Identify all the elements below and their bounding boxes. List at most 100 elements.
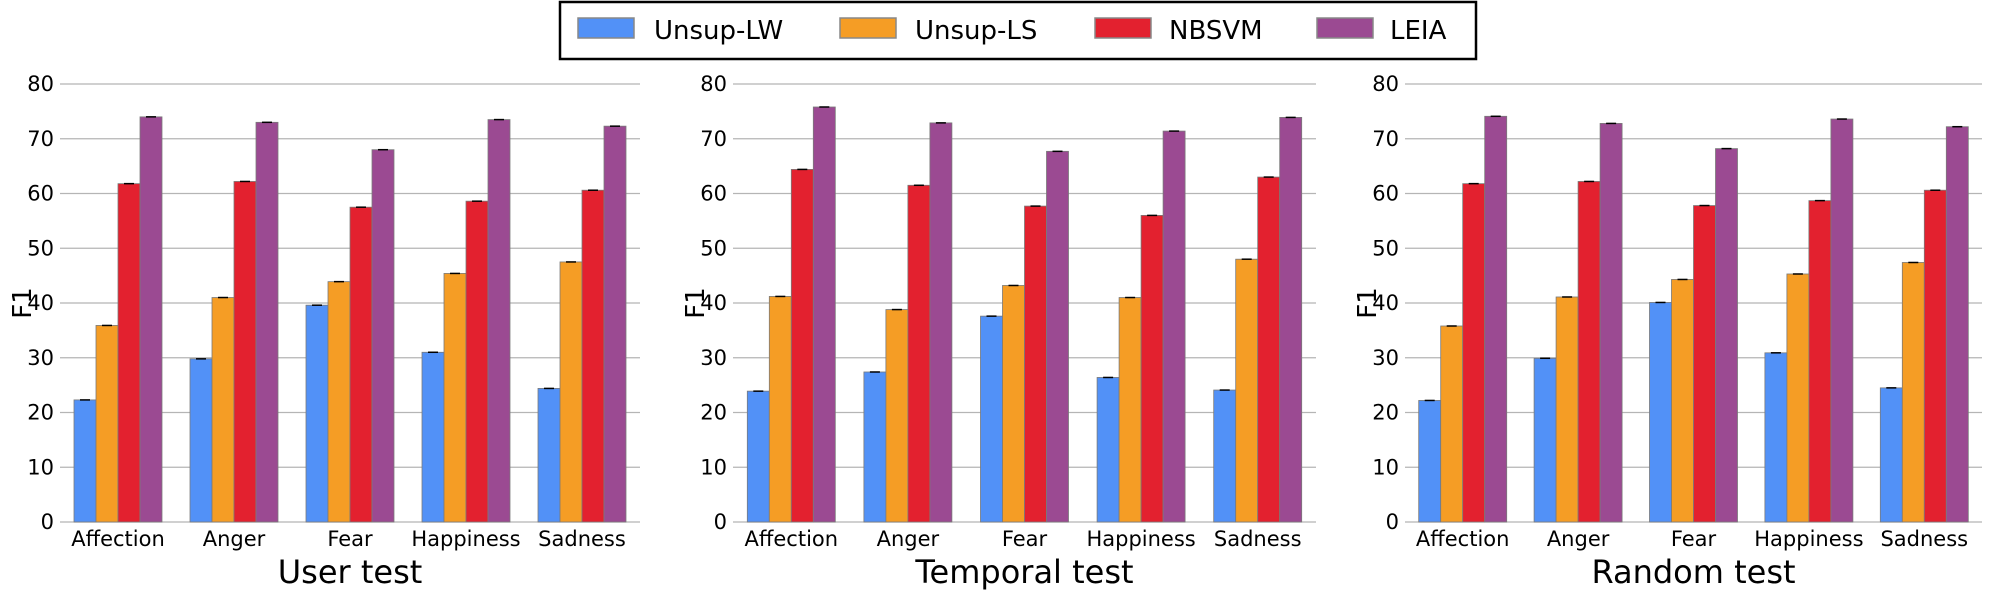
x-tick-label-sadness: Sadness — [1880, 527, 1968, 551]
y-tick-label: 0 — [1386, 510, 1399, 534]
bar-nbsvm-sadness — [581, 189, 605, 523]
y-axis-label: F1 — [8, 287, 38, 319]
bar-unsup-ls-sadness — [1901, 262, 1925, 523]
x-tick-label-happiness: Happiness — [1754, 527, 1863, 551]
bar-unsup-lw-affection — [73, 399, 97, 523]
bar-unsup-ls-anger — [1555, 296, 1579, 523]
legend-swatch-unsup-lw — [577, 17, 635, 39]
bar-unsup-lw-fear — [980, 315, 1003, 523]
x-tick-label-fear: Fear — [1671, 527, 1717, 551]
bar-nbsvm-sadness — [1257, 176, 1281, 523]
bar-unsup-lw-sadness — [1213, 389, 1237, 523]
y-tick-label: 60 — [700, 182, 727, 206]
legend-label-unsup-lw: Unsup-LW — [654, 16, 783, 46]
y-tick-label: 50 — [27, 236, 54, 260]
bar-nbsvm-anger — [233, 181, 257, 523]
x-tick-label-anger: Anger — [203, 527, 266, 551]
panels: 0 10 20 30 40 50 60 70 80 F1 Affection Anger Fear Hap… — [8, 72, 1982, 591]
y-tick-label: 10 — [700, 455, 727, 479]
bar-unsup-ls-happiness — [1786, 273, 1810, 523]
bar-leia-happiness — [1830, 118, 1854, 523]
bar-leia-affection — [139, 116, 163, 523]
bar-leia-fear — [1046, 150, 1069, 523]
bar-unsup-lw-affection — [1418, 400, 1442, 523]
y-axis-label: F1 — [1353, 287, 1383, 319]
y-tick-label: 70 — [700, 127, 727, 151]
bar-unsup-ls-sadness — [559, 261, 583, 523]
x-tick-label-anger: Anger — [877, 527, 940, 551]
bar-leia-sadness — [1279, 116, 1303, 523]
x-axis-title: User test — [278, 553, 423, 591]
bar-unsup-lw-anger — [863, 371, 887, 523]
bar-unsup-ls-affection — [768, 296, 792, 523]
x-tick-label-sadness: Sadness — [538, 527, 626, 551]
x-tick-label-happiness: Happiness — [1086, 527, 1195, 551]
y-tick-label: 20 — [27, 401, 54, 425]
bar-unsup-lw-sadness — [1879, 387, 1903, 523]
bar-leia-happiness — [487, 119, 511, 523]
y-tick-label: 20 — [1372, 401, 1399, 425]
y-tick-label: 60 — [1372, 182, 1399, 206]
y-tick-label: 80 — [700, 72, 727, 96]
legend-label-unsup-ls: Unsup-LS — [915, 16, 1037, 46]
bar-unsup-lw-happiness — [1764, 352, 1788, 523]
bar-leia-affection — [812, 106, 836, 523]
y-tick-label: 50 — [1372, 236, 1399, 260]
x-tick-label-happiness: Happiness — [411, 527, 520, 551]
legend-swatch-unsup-ls — [839, 17, 897, 39]
bar-unsup-lw-fear — [305, 304, 329, 523]
bar-leia-sadness — [603, 125, 627, 523]
bar-nbsvm-fear — [349, 206, 373, 523]
bar-unsup-lw-affection — [746, 390, 770, 523]
x-tick-label-affection: Affection — [71, 527, 165, 551]
bar-unsup-lw-anger — [189, 358, 213, 523]
y-tick-label: 30 — [700, 346, 727, 370]
bar-nbsvm-affection — [1462, 183, 1486, 523]
y-tick-label: 50 — [700, 236, 727, 260]
y-tick-label: 80 — [27, 72, 54, 96]
bar-unsup-ls-happiness — [1118, 297, 1142, 523]
bar-leia-anger — [929, 122, 953, 523]
bar-leia-happiness — [1162, 130, 1186, 523]
y-tick-label: 10 — [1372, 455, 1399, 479]
bar-unsup-ls-anger — [885, 309, 909, 523]
bar-unsup-ls-sadness — [1235, 258, 1259, 523]
bar-unsup-ls-happiness — [443, 273, 467, 523]
x-tick-label-sadness: Sadness — [1214, 527, 1302, 551]
bar-unsup-lw-fear — [1649, 302, 1672, 523]
bar-unsup-lw-happiness — [1096, 377, 1120, 523]
y-tick-label: 60 — [27, 182, 54, 206]
y-tick-label: 20 — [700, 401, 727, 425]
panel-user-test: 0 10 20 30 40 50 60 70 80 F1 Affection Anger Fear Hap… — [8, 72, 640, 591]
y-tick-label: 0 — [41, 510, 54, 534]
bar-unsup-ls-affection — [95, 325, 119, 523]
x-tick-label-affection: Affection — [745, 527, 839, 551]
bar-leia-anger — [255, 121, 279, 523]
bar-leia-anger — [1599, 123, 1623, 523]
x-axis-title: Temporal test — [914, 553, 1133, 591]
panel-temporal-test: 0 10 20 30 40 50 60 70 80 F1 Affection Anger Fear Hap… — [681, 72, 1316, 591]
x-tick-label-affection: Affection — [1416, 527, 1510, 551]
y-axis-label: F1 — [681, 287, 711, 319]
y-tick-label: 30 — [27, 346, 54, 370]
y-tick-label: 0 — [714, 510, 727, 534]
legend-swatch-nbsvm — [1094, 17, 1152, 39]
legend-swatch-leia — [1316, 17, 1374, 39]
y-tick-label: 40 — [700, 291, 727, 315]
bar-nbsvm-affection — [790, 169, 814, 523]
bar-nbsvm-affection — [117, 183, 141, 523]
y-tick-label: 30 — [1372, 346, 1399, 370]
bar-nbsvm-fear — [1024, 205, 1047, 523]
y-tick-label: 70 — [1372, 127, 1399, 151]
legend-label-leia: LEIA — [1390, 16, 1447, 46]
bar-unsup-ls-anger — [211, 297, 235, 523]
bar-nbsvm-happiness — [1140, 214, 1164, 523]
bar-nbsvm-happiness — [1808, 200, 1832, 523]
bar-unsup-ls-affection — [1440, 325, 1464, 523]
y-tick-label: 70 — [27, 127, 54, 151]
bar-unsup-lw-sadness — [537, 388, 561, 523]
y-tick-label: 80 — [1372, 72, 1399, 96]
y-tick-label: 40 — [1372, 291, 1399, 315]
legend: Unsup-LW Unsup-LS NBSVM LEIA — [558, 0, 1478, 61]
